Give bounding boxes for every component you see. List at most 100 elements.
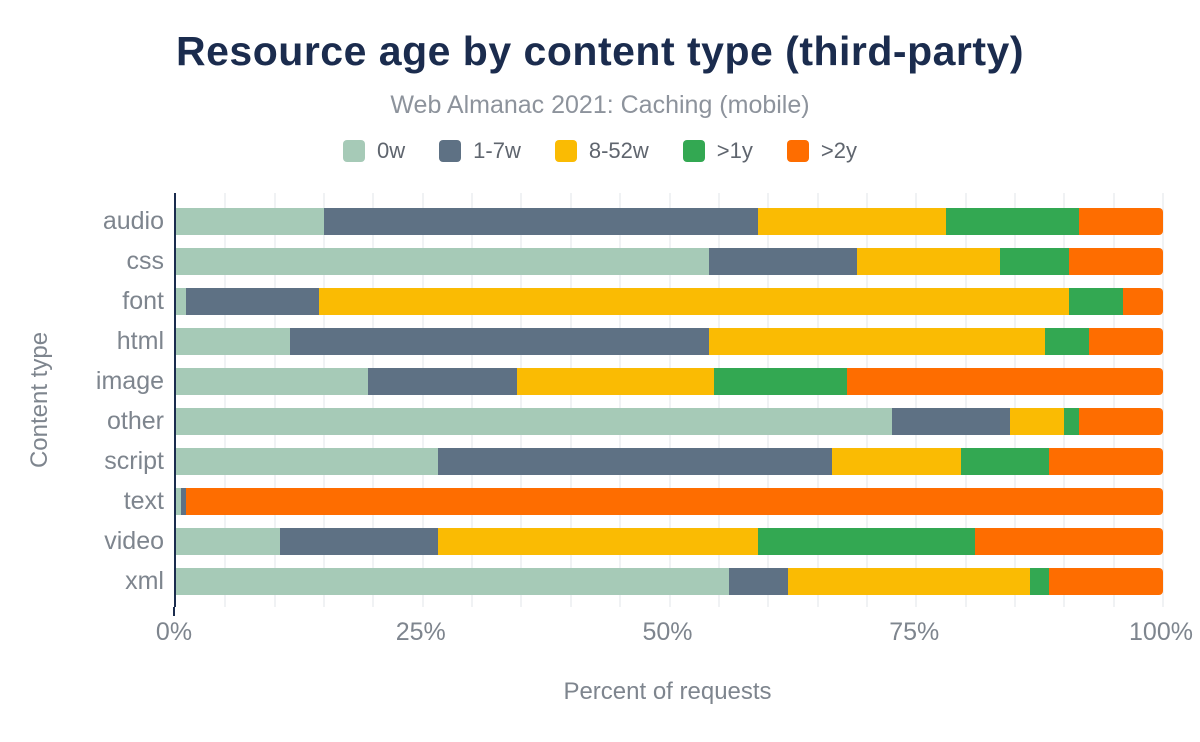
- bar-segment-xml->1y[interactable]: [1029, 567, 1050, 595]
- bar-segment-script->2y[interactable]: [1049, 447, 1163, 475]
- bar-segment-image-0w[interactable]: [176, 367, 369, 395]
- x-tick-label-100: 100%: [1129, 618, 1193, 646]
- bar-segment-html-8-52w[interactable]: [708, 327, 1045, 355]
- x-axis-title: Percent of requests: [563, 678, 772, 705]
- gridline-25: [421, 193, 424, 607]
- bar-segment-audio->2y[interactable]: [1079, 207, 1163, 235]
- legend-item-8-52w: 8-52w: [554, 138, 649, 164]
- bar-segment-xml-0w[interactable]: [176, 567, 729, 595]
- bar-segment-text-0w[interactable]: [176, 487, 181, 515]
- legend-label: 0w: [377, 138, 406, 163]
- legend-swatch-icon: [554, 140, 577, 162]
- legend-item-0w: 0w: [343, 138, 405, 164]
- bar-segment-script-1-7w[interactable]: [437, 447, 833, 475]
- chart-subtitle: Web Almanac 2021: Caching (mobile): [390, 91, 810, 119]
- bar-segment-image->2y[interactable]: [847, 367, 1163, 395]
- bar-segment-xml-8-52w[interactable]: [787, 567, 1030, 595]
- gridline-80: [964, 193, 967, 607]
- bar-segment-xml-1-7w[interactable]: [728, 567, 788, 595]
- gridline-15: [323, 193, 326, 607]
- bar-segment-image->1y[interactable]: [713, 367, 848, 395]
- legend-swatch-icon: [343, 140, 366, 162]
- bar-segment-script-8-52w[interactable]: [832, 447, 961, 475]
- plot-area: [174, 193, 1164, 607]
- gridline-35: [520, 193, 523, 607]
- bar-segment-html->1y[interactable]: [1044, 327, 1089, 355]
- category-label-font: font: [122, 286, 164, 315]
- bar-segment-video->1y[interactable]: [758, 527, 976, 555]
- gridline-30: [471, 193, 474, 607]
- x-tick-label-50: 50%: [642, 618, 693, 646]
- bar-segment-audio->1y[interactable]: [945, 207, 1080, 235]
- legend-swatch-icon: [786, 140, 809, 162]
- bar-row-css: [176, 247, 1163, 275]
- category-label-text: text: [123, 486, 164, 515]
- bar-segment-font-0w[interactable]: [176, 287, 186, 315]
- bar-segment-html-1-7w[interactable]: [289, 327, 709, 355]
- gridline-45: [619, 193, 622, 607]
- bar-segment-video->2y[interactable]: [975, 527, 1163, 555]
- bar-segment-other-1-7w[interactable]: [891, 407, 1010, 435]
- bar-segment-xml->2y[interactable]: [1049, 567, 1163, 595]
- gridline-40: [569, 193, 572, 607]
- bar-segment-html->2y[interactable]: [1088, 327, 1163, 355]
- category-label-video: video: [104, 526, 164, 555]
- bar-segment-script->1y[interactable]: [960, 447, 1050, 475]
- legend-item->1y: >1y: [682, 138, 753, 164]
- category-label-script: script: [104, 446, 164, 475]
- x-tick-label-0: 0%: [155, 618, 193, 646]
- x-tick-label-25: 25%: [395, 618, 446, 646]
- bar-segment-font->1y[interactable]: [1069, 287, 1124, 315]
- bar-segment-image-1-7w[interactable]: [368, 367, 517, 395]
- gridline-65: [816, 193, 819, 607]
- bar-segment-font-8-52w[interactable]: [319, 287, 1070, 315]
- bar-segment-video-8-52w[interactable]: [437, 527, 759, 555]
- legend-item-1-7w: 1-7w: [439, 138, 521, 164]
- gridline-70: [865, 193, 868, 607]
- category-label-html: html: [116, 326, 164, 355]
- gridline-90: [1063, 193, 1066, 607]
- legend-item->2y: >2y: [786, 138, 857, 164]
- x-axis-zero-tick: [173, 607, 175, 616]
- bar-segment-video-1-7w[interactable]: [279, 527, 438, 555]
- bar-segment-audio-1-7w[interactable]: [324, 207, 759, 235]
- gridline-50: [668, 193, 671, 607]
- bar-segment-other->1y[interactable]: [1064, 407, 1080, 435]
- bar-segment-css-8-52w[interactable]: [857, 247, 1001, 275]
- bar-segment-text-1-7w[interactable]: [180, 487, 186, 515]
- bar-segment-image-8-52w[interactable]: [516, 367, 714, 395]
- category-label-image: image: [95, 366, 164, 395]
- bar-segment-audio-0w[interactable]: [176, 207, 325, 235]
- gridline-10: [273, 193, 276, 607]
- bar-segment-text->2y[interactable]: [185, 487, 1163, 515]
- bar-segment-css->2y[interactable]: [1069, 247, 1163, 275]
- bar-row-script: [176, 447, 1163, 475]
- gridline-85: [1013, 193, 1016, 607]
- gridline-5: [224, 193, 227, 607]
- gridline-100: [1162, 193, 1164, 607]
- bar-segment-other->2y[interactable]: [1079, 407, 1163, 435]
- bar-segment-font-1-7w[interactable]: [185, 287, 320, 315]
- bar-segment-other-0w[interactable]: [176, 407, 892, 435]
- bar-segment-font->2y[interactable]: [1123, 287, 1163, 315]
- bar-segment-video-0w[interactable]: [176, 527, 280, 555]
- bar-row-font: [176, 287, 1163, 315]
- bar-segment-css-0w[interactable]: [176, 247, 709, 275]
- bar-row-xml: [176, 567, 1163, 595]
- bar-row-html: [176, 327, 1163, 355]
- bar-row-text: [176, 487, 1163, 515]
- legend-label: 8-52w: [588, 138, 649, 163]
- bar-segment-css->1y[interactable]: [1000, 247, 1070, 275]
- bar-segment-audio-8-52w[interactable]: [758, 207, 946, 235]
- bar-row-video: [176, 527, 1163, 555]
- bar-segment-html-0w[interactable]: [176, 327, 290, 355]
- gridline-20: [372, 193, 375, 607]
- bar-segment-other-8-52w[interactable]: [1010, 407, 1065, 435]
- category-label-audio: audio: [102, 206, 164, 235]
- category-label-css: css: [126, 246, 165, 275]
- bar-segment-script-0w[interactable]: [176, 447, 438, 475]
- category-label-other: other: [107, 406, 164, 435]
- bar-segment-css-1-7w[interactable]: [708, 247, 858, 275]
- chart-title: Resource age by content type (third-part…: [176, 28, 1024, 74]
